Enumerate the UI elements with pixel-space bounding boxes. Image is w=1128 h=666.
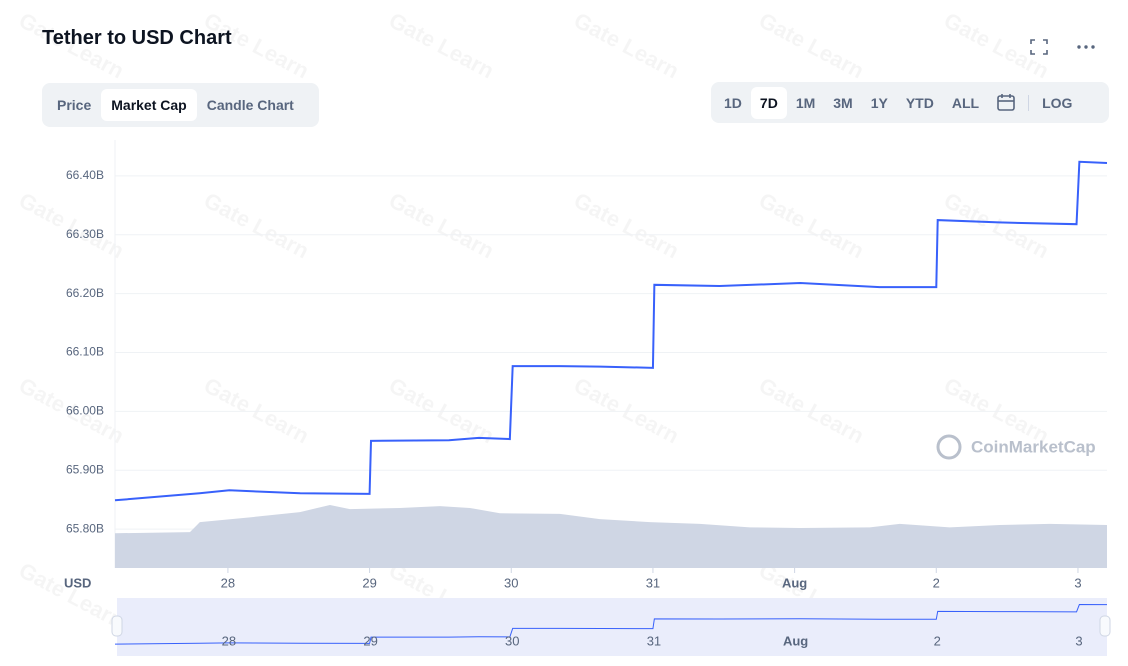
calendar-icon[interactable]	[988, 93, 1024, 112]
range-active[interactable]: 7D	[750, 86, 787, 119]
brand-logo: CoinMarketCap	[936, 434, 1096, 460]
navigator-tick-label: 29	[363, 633, 377, 648]
y-tick-label: 66.40B	[66, 168, 104, 182]
range[interactable]: ALL	[951, 94, 980, 111]
separator	[1028, 94, 1030, 111]
watermark: Gate Learn	[385, 7, 498, 83]
x-tick-label: 30	[504, 575, 518, 590]
fullscreen-icon[interactable]	[1030, 39, 1048, 55]
watermark: Gate Learn	[570, 372, 683, 448]
watermark: Gate Learn	[200, 187, 313, 263]
navigator-tick-label: 28	[222, 633, 236, 648]
y-tick-label: 66.20B	[66, 286, 104, 300]
watermark: Gate Learn	[940, 187, 1053, 263]
watermark: Gate Learn	[755, 372, 868, 448]
volume-area	[115, 505, 1107, 568]
x-tick-label: 29	[362, 575, 376, 590]
x-tick-label: 3	[1074, 575, 1081, 590]
navigator-line	[114, 604, 1108, 645]
watermark: Gate Learn	[940, 7, 1053, 83]
watermark: Gate Learn	[570, 187, 683, 263]
more-icon[interactable]	[1076, 44, 1096, 50]
y-tick-label: 66.30B	[66, 227, 104, 241]
y-unit-label: USD	[64, 575, 91, 590]
x-tick-label: 28	[221, 575, 235, 590]
navigator-tick-label: 30	[505, 633, 519, 648]
navigator-tick-label: Aug	[783, 633, 808, 648]
navigator-tick-label: 31	[647, 633, 661, 648]
range[interactable]: 3M	[833, 94, 853, 111]
tab-active[interactable]: Market Cap	[101, 89, 197, 121]
watermark: Gate Learn	[15, 557, 128, 633]
watermark: Gate Learn	[200, 7, 313, 83]
navigator-tick-label: 3	[1075, 633, 1082, 648]
watermark: Gate Learn	[570, 7, 683, 83]
range[interactable]: 1Y	[870, 94, 888, 111]
y-tick-label: 66.10B	[66, 345, 104, 359]
watermark: Gate Learn	[385, 187, 498, 263]
tab[interactable]: Price	[57, 97, 92, 113]
range[interactable]: YTD	[905, 94, 934, 111]
log-toggle[interactable]: LOG	[1042, 94, 1073, 111]
y-tick-label: 66.00B	[66, 404, 104, 418]
range[interactable]: 1M	[795, 94, 816, 111]
tab[interactable]: Candle Chart	[206, 97, 294, 113]
x-tick-label: 31	[646, 575, 660, 590]
y-tick-label: 65.80B	[66, 521, 104, 535]
x-tick-label: Aug	[782, 575, 807, 590]
x-tick-label: 2	[933, 575, 940, 590]
y-tick-label: 65.90B	[66, 462, 104, 476]
watermark: Gate Learn	[15, 187, 128, 263]
navigator	[117, 598, 1107, 656]
chart-tabs: Price Market Cap Candle Chart	[42, 83, 319, 127]
brand-icon	[936, 434, 962, 460]
price-line	[114, 160, 1108, 502]
brand-name: CoinMarketCap	[971, 437, 1096, 456]
navigator-handle-left[interactable]	[111, 615, 123, 637]
watermark: Gate Learn	[755, 187, 868, 263]
navigator-tick-label: 2	[934, 633, 941, 648]
watermark: Gate Learn	[15, 7, 128, 83]
range[interactable]: 1D	[724, 94, 742, 111]
navigator-handle-right[interactable]	[1099, 615, 1111, 637]
range-tabs: 1D 7D 1M 3M 1Y YTD ALL LOG	[711, 82, 1109, 123]
watermark: Gate Learn	[200, 372, 313, 448]
page-title: Tether to USD Chart	[42, 27, 232, 49]
watermark: Gate Learn	[755, 7, 868, 83]
